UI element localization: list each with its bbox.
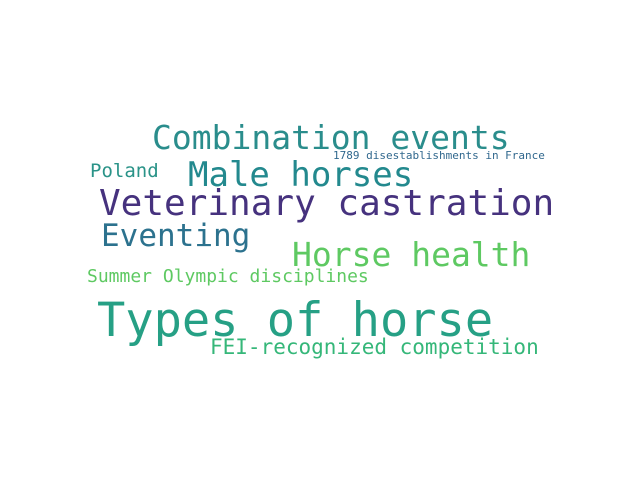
word-fei-recognized-competition: FEI-recognized competition — [210, 335, 539, 359]
word-veterinary-castration: Veterinary castration — [99, 183, 555, 224]
word-poland: Poland — [90, 160, 159, 182]
word-male-horses: Male horses — [188, 155, 414, 195]
word-summer-olympic-disciplines: Summer Olympic disciplines — [87, 266, 369, 287]
word-types-of-horse: Types of horse — [97, 293, 494, 348]
word-1789-disestablishments-in-france: 1789 disestablishments in France — [333, 149, 545, 162]
word-combination-events: Combination events — [152, 118, 510, 157]
word-eventing: Eventing — [101, 218, 251, 254]
word-horse-health: Horse health — [292, 235, 531, 274]
